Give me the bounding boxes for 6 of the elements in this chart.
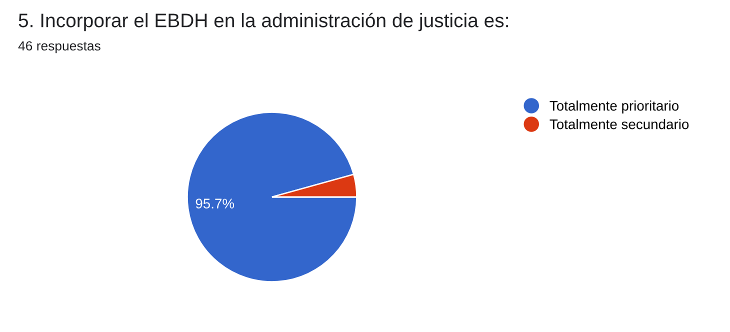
- legend-label: Totalmente prioritario: [550, 100, 679, 114]
- chart-title: 5. Incorporar el EBDH en la administración de justicia es:: [18, 12, 508, 32]
- text: 46 respuestas: [18, 41, 100, 54]
- data-label: 95.7%: [196, 198, 234, 208]
- legend-label: Totalmente secundario: [550, 119, 689, 130]
- pie-slice: [186, 112, 358, 282]
